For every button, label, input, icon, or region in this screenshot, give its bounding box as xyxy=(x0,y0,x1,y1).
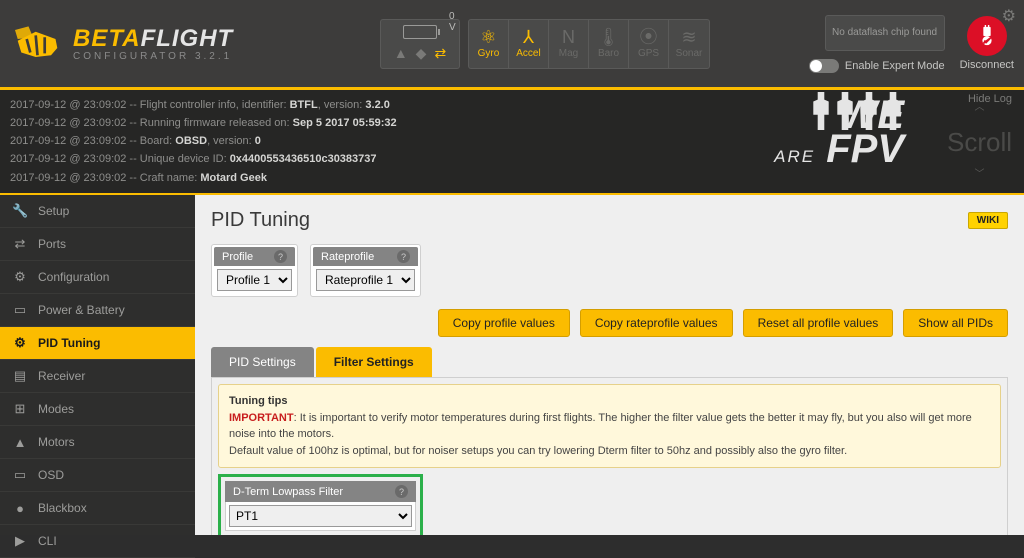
logo-sub: CONFIGURATOR 3.2.1 xyxy=(73,51,233,62)
sidebar-item-receiver[interactable]: ▤Receiver xyxy=(0,360,195,393)
sidebar-icon: ▭ xyxy=(12,467,28,483)
sidebar-icon: ▭ xyxy=(12,302,28,318)
help-icon[interactable]: ? xyxy=(274,250,287,263)
sidebar-item-blackbox[interactable]: ●Blackbox xyxy=(0,492,195,525)
rateprofile-box: Rateprofile? Rateprofile 1 xyxy=(310,244,421,297)
profile-label: Profile xyxy=(222,251,253,263)
copy-profile-button[interactable]: Copy profile values xyxy=(438,309,570,337)
sidebar-item-configuration[interactable]: ⚙Configuration xyxy=(0,261,195,294)
page-title: PID Tuning xyxy=(211,209,310,232)
sidebar-item-setup[interactable]: 🔧Setup xyxy=(0,195,195,228)
warn-icon: ▲ xyxy=(394,45,408,62)
show-all-pids-button[interactable]: Show all PIDs xyxy=(903,309,1008,337)
sensor-gyro: ⚛Gyro xyxy=(469,20,509,68)
sidebar-icon: ⚙ xyxy=(12,335,28,351)
link-icon: ⇄ xyxy=(434,45,446,62)
sidebar-icon: ⊞ xyxy=(12,401,28,417)
sensor-panel: ⚛Gyro⅄AccelNMag🌡Baro⦿GPS≋Sonar xyxy=(468,19,710,69)
sidebar-icon: ▤ xyxy=(12,368,28,384)
sidebar-icon: ▲ xyxy=(12,435,28,450)
sidebar-item-motors[interactable]: ▲Motors xyxy=(0,426,195,459)
toggle-icon[interactable] xyxy=(809,59,839,73)
voltage: 0 V xyxy=(449,11,456,33)
sidebar-icon: ⚙ xyxy=(12,269,28,285)
sidebar-icon: ▶ xyxy=(12,533,28,549)
tips-line1: : It is important to verify motor temper… xyxy=(229,412,972,441)
expert-toggle[interactable]: Enable Expert Mode xyxy=(809,59,945,73)
tab-filter-settings[interactable]: Filter Settings xyxy=(316,347,432,377)
bee-icon xyxy=(10,21,65,66)
sidebar-icon: 🔧 xyxy=(12,203,28,219)
sensor-baro: 🌡Baro xyxy=(589,20,629,68)
sidebar-item-osd[interactable]: ▭OSD xyxy=(0,459,195,492)
sidebar-item-ports[interactable]: ⇄Ports xyxy=(0,228,195,261)
sidebar-item-modes[interactable]: ⊞Modes xyxy=(0,393,195,426)
profile-select[interactable]: Profile 1 xyxy=(217,269,292,291)
help-icon[interactable]: ? xyxy=(395,485,408,498)
sidebar-icon: ● xyxy=(12,501,28,516)
log-line: 2017-09-12 @ 23:09:02 -- Craft name: Mot… xyxy=(10,169,1014,187)
wiki-button[interactable]: WIKI xyxy=(968,212,1008,229)
sensor-gps: ⦿GPS xyxy=(629,20,669,68)
sidebar-icon: ⇄ xyxy=(12,236,28,252)
battery-box: 0 V ▲ ◆ ⇄ xyxy=(380,19,460,69)
filter-panel: Tuning tips IMPORTANT: It is important t… xyxy=(211,377,1008,535)
sidebar-item-pid-tuning[interactable]: ⚙PID Tuning xyxy=(0,327,195,360)
diamond-icon: ◆ xyxy=(416,45,427,62)
expert-label: Enable Expert Mode xyxy=(845,60,945,72)
logo: BETAFLIGHT CONFIGURATOR 3.2.1 xyxy=(10,21,380,66)
sensor-accel: ⅄Accel xyxy=(509,20,549,68)
logo-flight: FLIGHT xyxy=(141,25,234,52)
dataflash-status: No dataflash chip found xyxy=(825,15,945,51)
sensor-mag: NMag xyxy=(549,20,589,68)
scroll-control[interactable]: ︿ Scroll ﹀ xyxy=(947,100,1012,184)
sensor-sonar: ≋Sonar xyxy=(669,20,709,68)
reset-profile-button[interactable]: Reset all profile values xyxy=(743,309,894,337)
sidebar-item-cli[interactable]: ▶CLI xyxy=(0,525,195,558)
tips-important: IMPORTANT xyxy=(229,412,294,424)
tips-head: Tuning tips xyxy=(229,393,990,410)
copy-rateprofile-button[interactable]: Copy rateprofile values xyxy=(580,309,733,337)
rateprofile-label: Rateprofile xyxy=(321,251,374,263)
tab-pid-settings[interactable]: PID Settings xyxy=(211,347,314,377)
tuning-tips: Tuning tips IMPORTANT: It is important t… xyxy=(218,384,1001,468)
dterm-lowpass-box: D-Term Lowpass Filter? PT1 xyxy=(218,474,423,535)
dterm-label: D-Term Lowpass Filter xyxy=(233,486,343,498)
profile-box: Profile? Profile 1 xyxy=(211,244,298,297)
tips-line2: Default value of 100hz is optimal, but f… xyxy=(229,443,990,460)
people-icon xyxy=(810,92,904,130)
disconnect-label: Disconnect xyxy=(960,59,1014,71)
rateprofile-select[interactable]: Rateprofile 1 xyxy=(316,269,415,291)
help-icon[interactable]: ? xyxy=(397,250,410,263)
sidebar: 🔧Setup⇄Ports⚙Configuration▭Power & Batte… xyxy=(0,195,195,535)
sidebar-item-power-battery[interactable]: ▭Power & Battery xyxy=(0,294,195,327)
log-panel: 2017-09-12 @ 23:09:02 -- Flight controll… xyxy=(0,90,1024,195)
settings-gear-icon[interactable]: ⚙ xyxy=(1002,6,1016,26)
logo-beta: BETA xyxy=(73,25,141,52)
dterm-select[interactable]: PT1 xyxy=(229,505,412,527)
main-content: PID Tuning WIKI Profile? Profile 1 Ratep… xyxy=(195,195,1024,535)
